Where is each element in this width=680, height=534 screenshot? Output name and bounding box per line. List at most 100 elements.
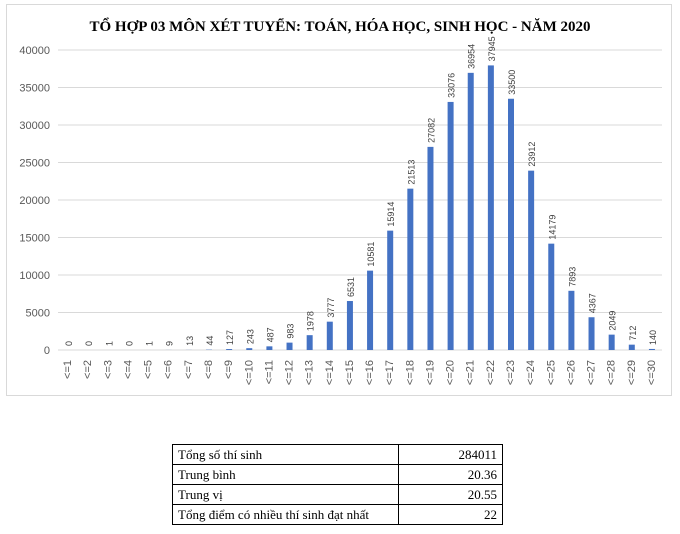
- x-tick-label: <=5: [143, 360, 155, 379]
- x-tick-label: <=12: [284, 360, 296, 385]
- bar: [387, 230, 394, 350]
- bar: [326, 321, 333, 350]
- x-tick-label: <=7: [183, 360, 195, 379]
- data-label: 140: [648, 330, 658, 345]
- x-tick-label: <=6: [163, 360, 175, 379]
- data-label: 33076: [447, 73, 457, 98]
- bar: [407, 188, 414, 350]
- data-label: 0: [64, 341, 74, 346]
- y-tick-label: 15000: [19, 233, 50, 245]
- data-label: 14179: [547, 215, 557, 240]
- data-label: 7893: [567, 267, 577, 287]
- data-label: 4367: [588, 293, 598, 313]
- x-tick-label: <=20: [445, 360, 457, 385]
- bar: [608, 334, 615, 350]
- total-candidates-label: Tổng số thí sinh: [172, 444, 399, 465]
- data-label: 10581: [366, 242, 376, 267]
- data-label: 23912: [527, 142, 537, 167]
- bar: [447, 101, 454, 351]
- x-tick-label: <=28: [606, 360, 618, 385]
- table-row: Tổng số thí sinh 284011: [172, 444, 503, 465]
- y-tick-label: 30000: [19, 120, 50, 132]
- mode-label: Tổng điểm có nhiều thí sinh đạt nhất: [172, 504, 399, 525]
- data-label: 15914: [386, 202, 396, 227]
- median-value: 20.55: [398, 484, 503, 505]
- x-tick-label: <=22: [485, 360, 497, 385]
- x-tick-label: <=4: [122, 360, 134, 379]
- table-row: Trung vị 20.55: [172, 484, 503, 505]
- data-label: 983: [286, 324, 296, 339]
- x-tick-label: <=29: [626, 360, 638, 385]
- bar-chart: 0 5000 10000 15000 20000 25000 30000 35000 40000…: [19, 36, 662, 385]
- bar: [548, 243, 555, 350]
- x-tick-label: <=19: [424, 360, 436, 385]
- x-tick-label: <=17: [384, 360, 396, 385]
- x-tick-label: <=24: [525, 360, 537, 385]
- bar: [367, 270, 374, 350]
- bar: [306, 335, 313, 350]
- bar: [528, 170, 535, 350]
- chart-frame: [6, 4, 672, 396]
- data-label: 487: [265, 327, 275, 342]
- bar: [467, 72, 474, 350]
- x-tick-label: <=16: [364, 360, 376, 385]
- x-tick-label: <=9: [223, 360, 235, 379]
- median-label: Trung vị: [172, 484, 399, 505]
- data-label: 6531: [346, 277, 356, 297]
- x-tick-label: <=26: [565, 360, 577, 385]
- summary-table: Tổng số thí sinh 284011 Trung bình 20.36…: [172, 444, 503, 525]
- x-tick-label: <=25: [545, 360, 557, 385]
- bar: [286, 342, 293, 350]
- x-tick-label: <=11: [263, 360, 275, 384]
- x-tick-label: <=10: [243, 360, 255, 385]
- data-label: 127: [225, 330, 235, 345]
- data-label: 1978: [306, 311, 316, 331]
- x-tick-label: <=23: [505, 360, 517, 385]
- y-tick-label: 10000: [19, 270, 50, 282]
- x-tick-label: <=3: [102, 360, 114, 379]
- bar: [246, 348, 253, 350]
- x-tick-label: <=18: [404, 360, 416, 385]
- y-tick-label: 5000: [26, 308, 50, 320]
- data-label: 712: [628, 326, 638, 341]
- data-label: 21513: [406, 160, 416, 185]
- bar: [508, 98, 514, 350]
- table-row: Trung bình 20.36: [172, 464, 503, 485]
- data-label: 27082: [426, 118, 436, 143]
- data-label: 9: [165, 341, 175, 346]
- bar: [266, 346, 273, 350]
- bar: [588, 317, 595, 350]
- data-label: 37945: [487, 36, 497, 61]
- x-tick-label: <=21: [465, 360, 477, 385]
- data-label: 13: [185, 336, 195, 346]
- total-candidates-value: 284011: [398, 444, 503, 465]
- data-label: 243: [245, 329, 255, 344]
- mean-value: 20.36: [398, 464, 503, 485]
- bar: [226, 349, 233, 350]
- x-tick-label: <=13: [304, 360, 316, 385]
- bar: [427, 146, 434, 350]
- x-tick-label: <=27: [586, 360, 598, 385]
- y-tick-label: 20000: [19, 195, 50, 207]
- y-tick-label: 25000: [19, 158, 50, 170]
- data-label: 2049: [608, 311, 618, 331]
- mean-label: Trung bình: [172, 464, 399, 485]
- data-label: 3777: [326, 298, 336, 318]
- y-tick-label: 40000: [19, 45, 50, 57]
- data-label: 44: [205, 336, 215, 346]
- y-tick-label: 35000: [19, 83, 50, 95]
- x-tick-label: <=1: [62, 360, 74, 379]
- data-label: 33500: [507, 70, 517, 95]
- mode-value: 22: [398, 504, 503, 525]
- bar: [487, 65, 494, 350]
- bar: [568, 290, 575, 350]
- x-tick-label: <=30: [646, 360, 658, 385]
- bar: [648, 348, 655, 350]
- table-row: Tổng điểm có nhiều thí sinh đạt nhất 22: [172, 504, 503, 525]
- y-tick-label: 0: [44, 345, 50, 357]
- bar: [346, 301, 353, 350]
- chart-title: TỔ HỢP 03 MÔN XÉT TUYỂN: TOÁN, HÓA HỌC, …: [89, 19, 591, 35]
- data-label: 1: [145, 341, 155, 346]
- x-tick-label: <=15: [344, 360, 356, 385]
- x-tick-label: <=8: [203, 360, 215, 379]
